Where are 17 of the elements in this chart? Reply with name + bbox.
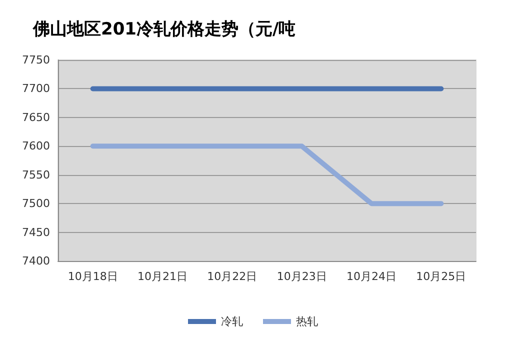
x-tick-label: 10月25日 bbox=[416, 270, 466, 283]
y-tick-label: 7650 bbox=[22, 110, 50, 124]
y-tick-label: 7450 bbox=[22, 226, 50, 239]
x-tick-label: 10月18日 bbox=[68, 270, 118, 283]
x-tick-label: 10月22日 bbox=[207, 270, 258, 283]
x-tick-label: 10月21日 bbox=[138, 270, 188, 283]
y-tick-label: 7400 bbox=[22, 254, 50, 268]
legend-label: 热轧 bbox=[296, 315, 318, 328]
y-tick-label: 7750 bbox=[22, 54, 50, 66]
x-tick-label: 10月24日 bbox=[346, 270, 396, 283]
y-tick-label: 7600 bbox=[22, 140, 50, 153]
legend-label: 冷轧 bbox=[221, 315, 243, 328]
chart-title: 佛山地区201冷轧价格走势（元/吨 bbox=[32, 20, 296, 40]
x-tick-label: 10月23日 bbox=[276, 270, 327, 283]
y-tick-label: 7550 bbox=[22, 168, 50, 182]
y-tick-label: 7700 bbox=[22, 82, 50, 96]
y-tick-label: 7500 bbox=[22, 197, 50, 210]
